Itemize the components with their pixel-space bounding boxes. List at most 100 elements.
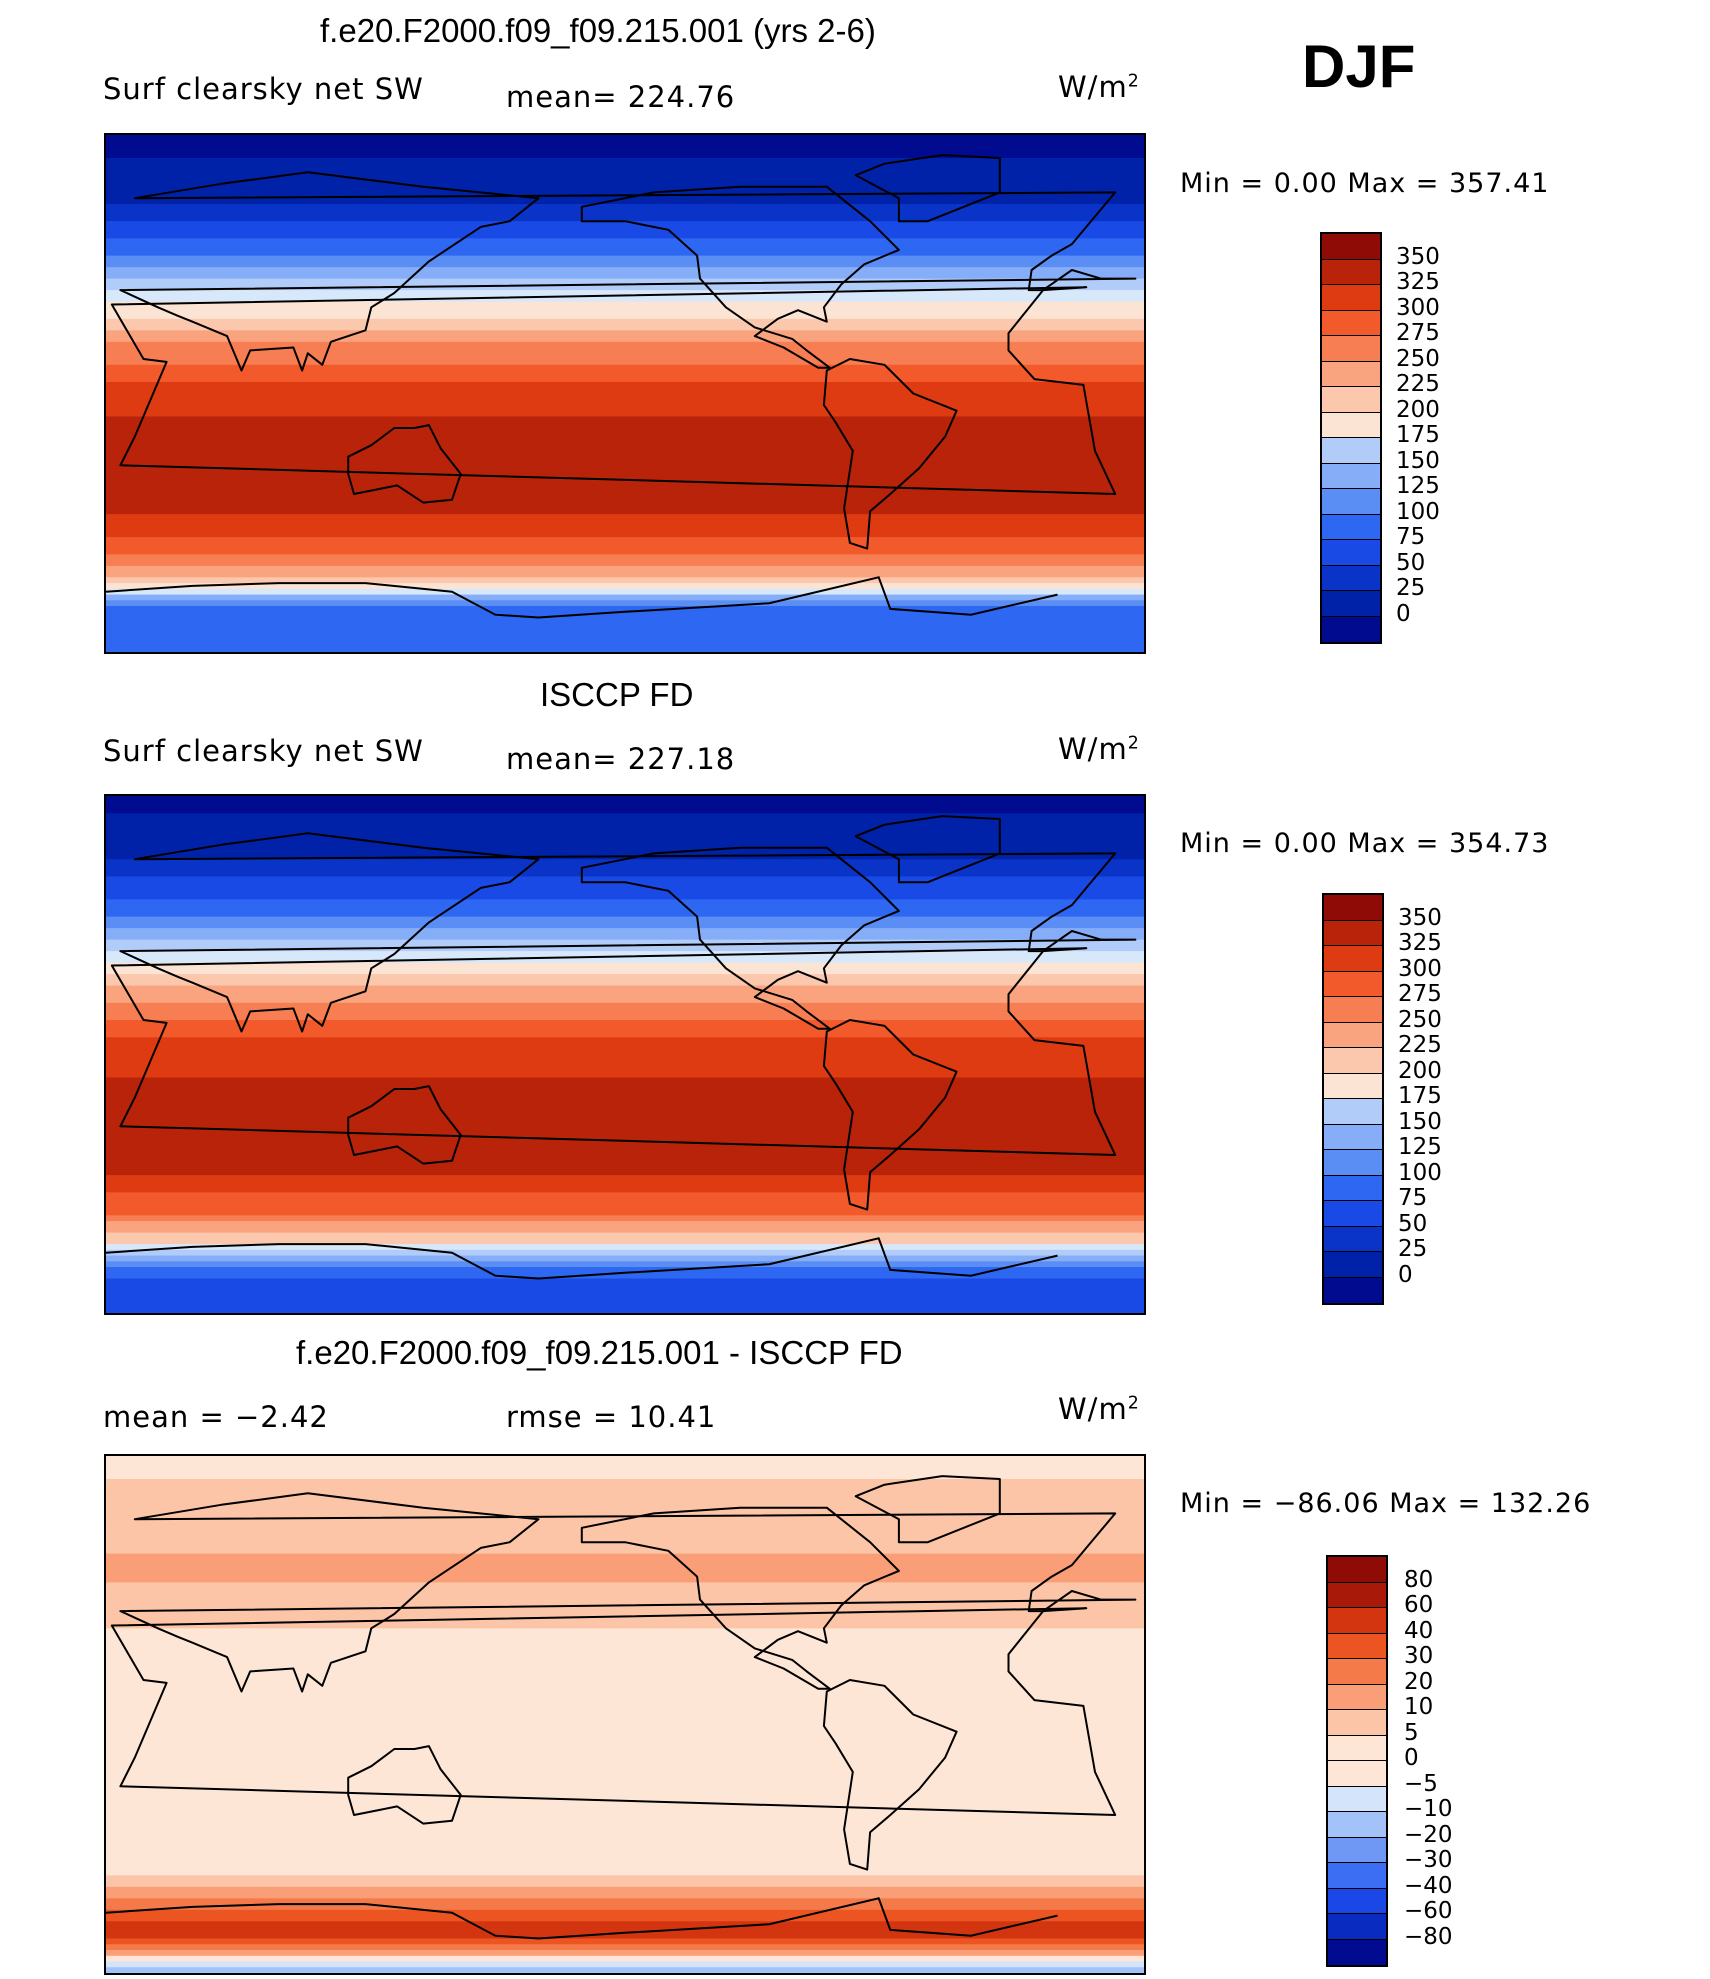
coastline-australia	[347, 1745, 462, 1825]
lat-band	[106, 180, 1144, 188]
lat-band	[106, 1002, 1144, 1010]
lat-band	[106, 531, 1144, 538]
map-plot	[106, 135, 1144, 652]
panel1-map	[104, 133, 1146, 654]
lat-band	[106, 318, 1144, 326]
lat-band	[106, 1146, 1144, 1153]
colorbar-swatch	[1328, 1786, 1386, 1812]
lat-band	[106, 565, 1144, 573]
lat-band	[106, 548, 1144, 555]
colorbar-swatch	[1324, 997, 1382, 1023]
lat-band	[106, 801, 1144, 809]
lat-band	[106, 951, 1144, 958]
colorbar-tick-label: 40	[1404, 1617, 1434, 1644]
lat-band	[106, 473, 1144, 481]
lat-band	[106, 1622, 1144, 1629]
colorbar-swatch	[1324, 1073, 1382, 1099]
lat-band	[106, 1249, 1144, 1257]
lat-band	[106, 376, 1144, 383]
lat-band	[106, 1278, 1144, 1285]
lat-band	[106, 974, 1144, 981]
colorbar-tick-label: 175	[1398, 1083, 1442, 1109]
colorbar-tick-label: 150	[1396, 447, 1440, 474]
lat-band	[106, 135, 1144, 142]
lat-band	[106, 1961, 1144, 1968]
lat-band	[106, 1863, 1144, 1871]
lat-band	[106, 1238, 1144, 1245]
colorbar-swatch	[1328, 1659, 1386, 1685]
lat-band	[106, 1674, 1144, 1681]
lat-band	[106, 796, 1144, 803]
lat-band	[106, 1576, 1144, 1583]
lat-band	[106, 634, 1144, 642]
coastline-greenland	[854, 815, 1001, 884]
lat-band	[106, 387, 1144, 395]
lat-band	[106, 818, 1144, 826]
colorbar-tick-label: 20	[1404, 1668, 1434, 1695]
lat-band	[106, 203, 1144, 211]
lat-band	[106, 1869, 1144, 1876]
panel2-units: W/m2	[1058, 732, 1140, 766]
lat-band	[106, 1639, 1144, 1647]
lat-band	[106, 244, 1144, 251]
colorbar-swatch	[1322, 412, 1380, 438]
lat-band	[106, 1840, 1144, 1848]
colorbar-tick-label: 125	[1398, 1134, 1442, 1160]
lat-band	[106, 221, 1144, 228]
lat-band	[106, 1065, 1144, 1073]
lat-band	[106, 1754, 1144, 1762]
colorbar-swatch	[1328, 1684, 1386, 1710]
lat-band	[106, 997, 1144, 1004]
lat-band	[106, 508, 1144, 515]
lat-band	[106, 1536, 1144, 1543]
lat-band	[106, 198, 1144, 205]
panel1-mean: mean= 224.76	[506, 80, 736, 114]
colorbar-tick-label: 175	[1396, 422, 1440, 448]
lat-band	[106, 1014, 1144, 1021]
colorbar-swatch	[1322, 361, 1380, 387]
lat-band	[106, 1490, 1144, 1497]
map-plot	[106, 796, 1144, 1313]
lat-band	[106, 215, 1144, 222]
map-plot	[106, 1456, 1144, 1973]
lat-band	[106, 157, 1144, 165]
lat-band	[106, 249, 1144, 257]
lat-band	[106, 1806, 1144, 1813]
lat-band	[106, 1927, 1144, 1934]
lat-band	[106, 1186, 1144, 1193]
colorbar-tick-label: 100	[1396, 498, 1440, 525]
lat-band	[106, 1192, 1144, 1199]
colorbar-tick-label: 0	[1404, 1745, 1419, 1771]
lat-band	[106, 1180, 1144, 1188]
lat-band	[106, 588, 1144, 596]
lat-band	[106, 1703, 1144, 1710]
lat-band	[106, 1020, 1144, 1027]
lat-band	[106, 1835, 1144, 1842]
lat-band	[106, 1789, 1144, 1796]
colorbar-swatch	[1324, 1048, 1382, 1074]
lat-band	[106, 324, 1144, 331]
lat-band	[106, 1932, 1144, 1940]
colorbar-swatch	[1328, 1633, 1386, 1659]
lat-band	[106, 1117, 1144, 1125]
coastline-australia	[347, 424, 462, 504]
colorbar-swatch	[1322, 259, 1380, 285]
lat-band	[106, 824, 1144, 832]
colorbar-tick-label: 30	[1404, 1643, 1434, 1669]
lat-band	[106, 307, 1144, 314]
lat-band	[106, 1634, 1144, 1641]
colorbar-swatch	[1322, 489, 1380, 515]
lat-band	[106, 905, 1144, 912]
colorbar-swatch	[1324, 1277, 1382, 1303]
lat-band	[106, 1829, 1144, 1836]
coastline-southAmerica	[822, 358, 958, 550]
colorbar-swatch	[1324, 1099, 1382, 1125]
lat-band	[106, 1106, 1144, 1113]
lat-band	[106, 916, 1144, 923]
lat-band	[106, 353, 1144, 360]
lat-band	[106, 1846, 1144, 1853]
colorbar-swatch	[1322, 565, 1380, 591]
coastline-eurasia	[119, 832, 1137, 1033]
colorbar-tick-label: 250	[1398, 1006, 1442, 1033]
lat-band	[106, 847, 1144, 855]
